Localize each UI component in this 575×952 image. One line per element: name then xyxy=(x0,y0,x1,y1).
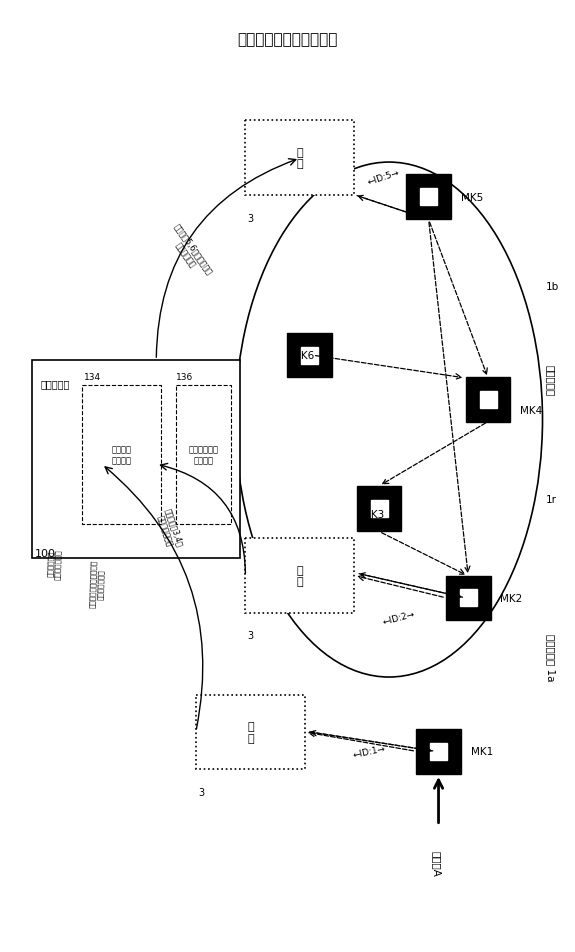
Text: 採
録: 採 録 xyxy=(297,148,303,169)
Text: シナリオの一例を示す図: シナリオの一例を示す図 xyxy=(237,31,338,47)
Bar xyxy=(82,386,161,524)
Text: MK1: MK1 xyxy=(471,746,493,757)
Bar xyxy=(246,121,354,195)
Text: 136: 136 xyxy=(176,372,193,382)
Text: 採
録: 採 録 xyxy=(247,722,254,743)
Text: 重畳情報設定
テーブル: 重畳情報設定 テーブル xyxy=(189,445,218,465)
Text: ←ID:2→: ←ID:2→ xyxy=(382,609,416,626)
Bar xyxy=(301,347,318,365)
Bar xyxy=(196,695,305,769)
Bar xyxy=(357,486,401,531)
Bar xyxy=(430,744,447,760)
Text: MK3: MK3 xyxy=(362,509,384,519)
Text: ルーターの3,4の
マーカーデータ: ルーターの3,4の マーカーデータ xyxy=(154,507,185,551)
Text: MK6: MK6 xyxy=(293,350,315,361)
Text: 134: 134 xyxy=(84,372,101,382)
Text: 3: 3 xyxy=(247,213,254,224)
Text: オフライン: オフライン xyxy=(546,365,555,396)
Text: オンライン 1a: オンライン 1a xyxy=(546,634,555,682)
Text: MK2: MK2 xyxy=(500,593,523,604)
Text: 3: 3 xyxy=(198,787,204,797)
Text: 各接続機器の
ルーターデータ: 各接続機器の ルーターデータ xyxy=(47,548,62,579)
Text: ←ID:5→: ←ID:5→ xyxy=(367,169,401,188)
Bar xyxy=(420,189,437,206)
Text: サーバ装置: サーバ装置 xyxy=(40,379,70,388)
Text: 採
録: 採 録 xyxy=(297,565,303,586)
Bar xyxy=(416,729,461,774)
Bar xyxy=(176,386,231,524)
Text: 3: 3 xyxy=(247,631,254,641)
Bar xyxy=(446,576,490,621)
Text: ←ID:1→: ←ID:1→ xyxy=(352,744,386,760)
Bar xyxy=(246,539,354,613)
Text: 1r: 1r xyxy=(546,494,557,505)
Bar xyxy=(407,175,451,220)
Text: 1b: 1b xyxy=(546,282,559,291)
Bar xyxy=(288,333,332,378)
Bar xyxy=(371,501,388,518)
Text: マーカー5,6の重畳情報を
ダウンロード: マーカー5,6の重畳情報を ダウンロード xyxy=(164,222,214,282)
Bar xyxy=(460,589,477,606)
Bar xyxy=(466,378,511,423)
Bar xyxy=(480,392,496,408)
Bar xyxy=(33,361,240,559)
Text: 100: 100 xyxy=(34,548,55,559)
Text: MK5: MK5 xyxy=(461,192,483,203)
Text: ルートA: ルートA xyxy=(432,850,442,876)
Text: 各接続機器の接続状態の
ルーターデータ: 各接続機器の接続状態の ルーターデータ xyxy=(89,559,105,607)
Text: マーカー
テーブル: マーカー テーブル xyxy=(112,445,132,465)
Text: MK4: MK4 xyxy=(520,406,542,415)
